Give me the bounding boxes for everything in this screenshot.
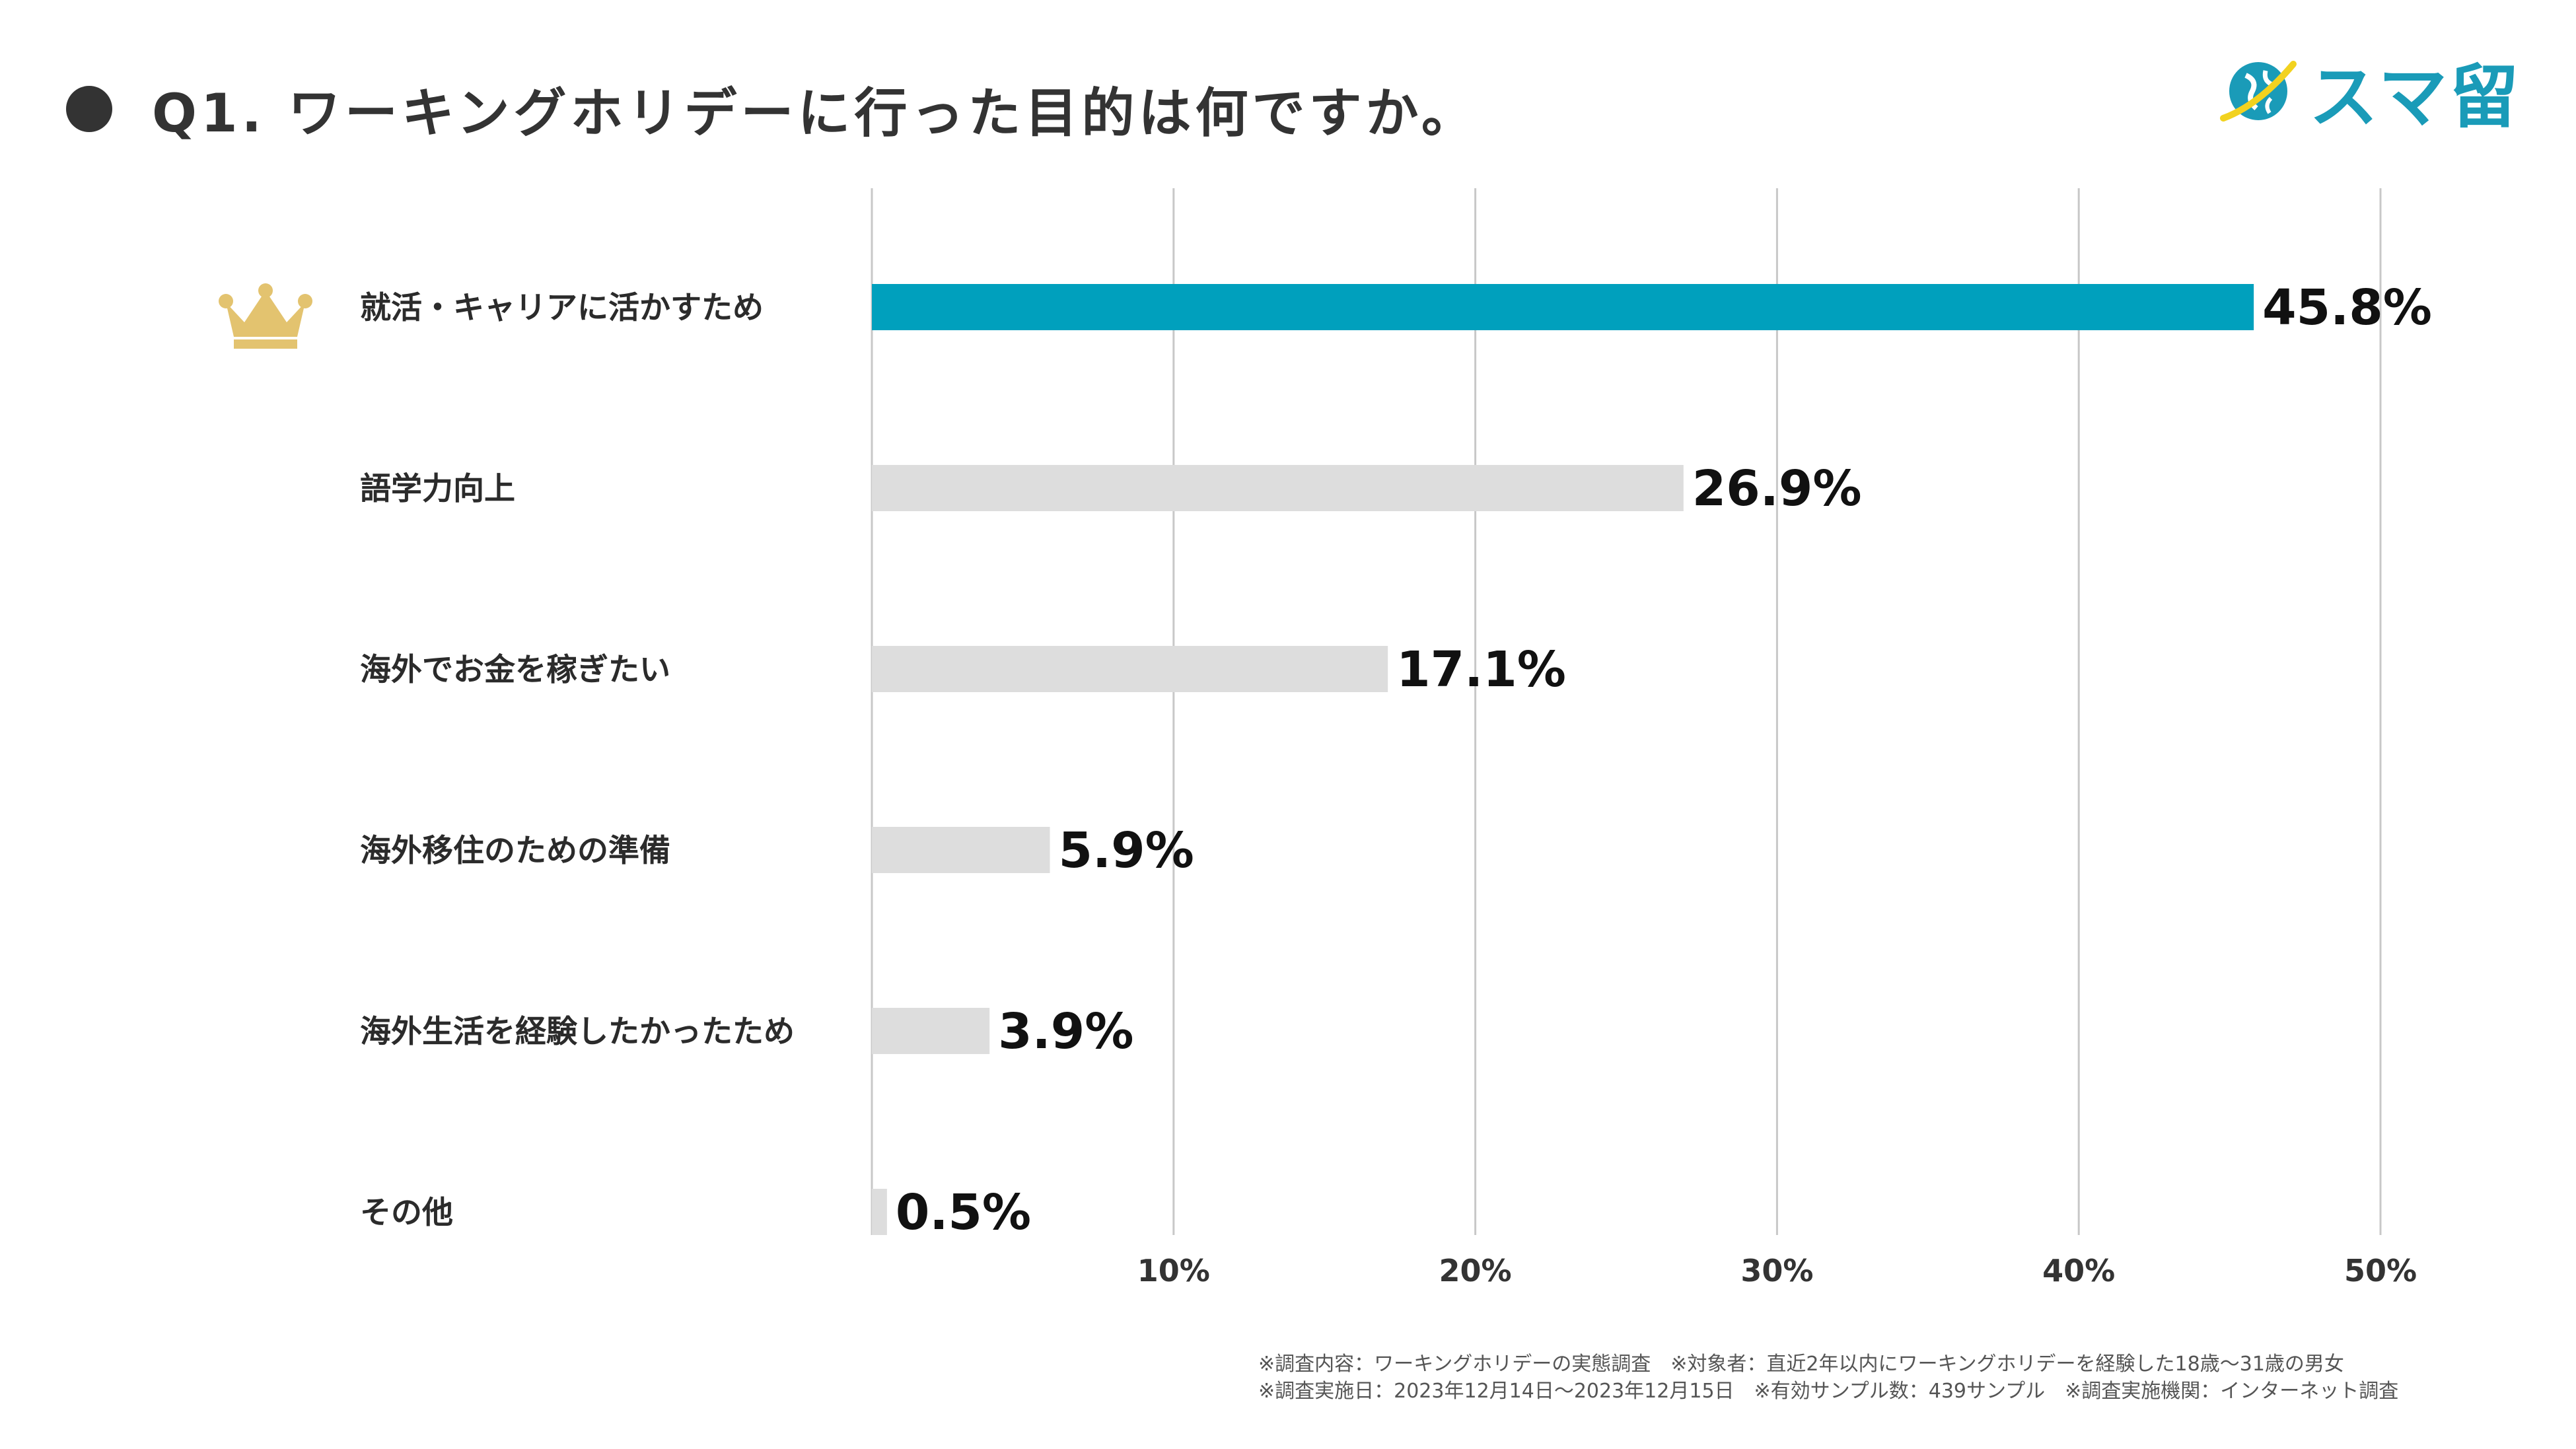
- footnote-line: ※調査内容：ワーキングホリデーの実態調査 ※対象者：直近2年以内にワーキングホリ…: [1258, 1353, 2344, 1376]
- x-tick-label: 40%: [2042, 1253, 2115, 1289]
- footnote-line: ※調査実施日：2023年12月14日〜2023年12月15日 ※有効サンプル数：…: [1258, 1380, 2399, 1403]
- globe-icon: [2220, 60, 2297, 122]
- category-label: 海外でお金を稼ぎたい: [360, 652, 670, 688]
- value-label: 0.5%: [896, 1184, 1031, 1241]
- title-bar: Q1. ワーキングホリデーに行った目的は何ですか。: [66, 73, 1478, 145]
- bar: [872, 827, 1050, 873]
- footnotes: ※調査内容：ワーキングホリデーの実態調査 ※対象者：直近2年以内にワーキングホリ…: [1258, 1351, 2398, 1405]
- category-label: 海外生活を経験したかったため: [360, 1014, 795, 1050]
- brand-logo: スマ留: [2219, 41, 2521, 141]
- bar: [872, 1189, 887, 1235]
- category-label: 就活・キャリアに活かすため: [360, 290, 764, 326]
- chart-title: Q1. ワーキングホリデーに行った目的は何ですか。: [152, 83, 1478, 144]
- value-label: 3.9%: [998, 1003, 1133, 1060]
- bar: [872, 465, 1684, 511]
- x-tick-label: 30%: [1740, 1253, 1813, 1289]
- x-tick-label: 20%: [1439, 1253, 1512, 1289]
- value-label: 5.9%: [1059, 822, 1194, 879]
- category-label: 海外移住のための準備: [360, 833, 670, 869]
- value-label: 45.8%: [2262, 279, 2432, 336]
- category-label: その他: [360, 1195, 453, 1231]
- value-label: 26.9%: [1692, 460, 1862, 517]
- bullet-dot-icon: [66, 86, 112, 132]
- value-label: 17.1%: [1396, 641, 1566, 698]
- x-tick-label: 10%: [1137, 1253, 1210, 1289]
- bar: [872, 646, 1388, 692]
- bar: [872, 284, 2254, 330]
- bar: [872, 1008, 990, 1054]
- category-label: 語学力向上: [360, 471, 515, 507]
- crown-icon: [219, 283, 312, 349]
- logo-text: スマ留: [2309, 57, 2521, 137]
- x-tick-label: 50%: [2344, 1253, 2417, 1289]
- bar-chart: 45.8% 就活・キャリアに活かすため 26.9% 語学力向上 17.1% 海外でお金を稼…: [219, 188, 2432, 1289]
